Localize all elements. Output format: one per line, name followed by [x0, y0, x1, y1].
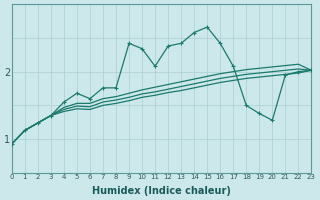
X-axis label: Humidex (Indice chaleur): Humidex (Indice chaleur): [92, 186, 231, 196]
